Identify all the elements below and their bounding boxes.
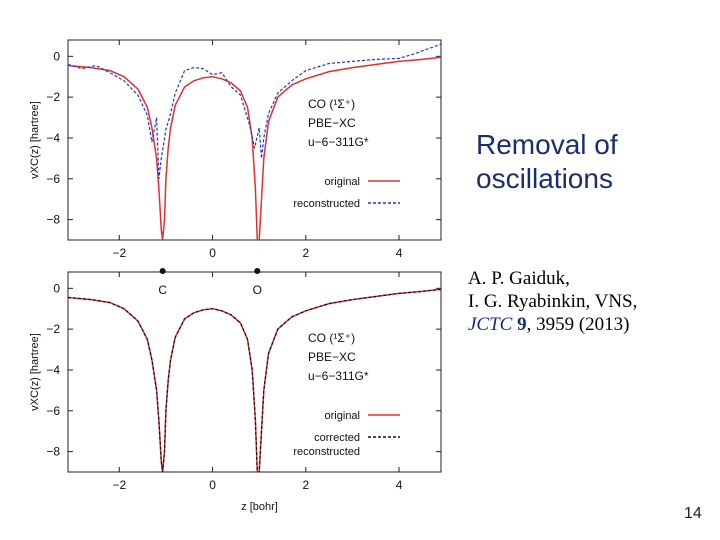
top-panel-xtick-label: 4 [396,246,403,260]
bottom-panel-atom-marker-C [159,268,166,274]
top-panel-ytick-label: −8 [46,213,60,227]
bottom-panel-legend-entry-label: original [325,410,360,422]
top-panel-legend-entry-label: original [325,176,360,188]
bottom-panel-legend-entry-label: corrected [314,432,360,444]
top-panel-xtick-label: 2 [302,246,309,260]
top-panel-ytick-label: −4 [46,131,60,145]
bottom-panel-legend-header-2: u−6−311G* [308,369,369,383]
bottom-panel-xtick-label: 4 [396,478,403,492]
bottom-panel-ylabel: vXC(z) [hartree] [29,333,41,411]
slide-title-line-1: Removal of [476,129,618,160]
top-panel-xtick-label: 0 [209,246,216,260]
top-panel-legend-header-0: CO (¹Σ⁺) [308,97,355,111]
bottom-panel-legend-entry-label: reconstructed [293,446,360,458]
top-panel-ytick-label: 0 [53,49,60,63]
bottom-panel-xtick-label: −2 [112,478,126,492]
slide-title: Removal of oscillations [476,128,706,196]
top-panel-series-reconstructed [68,43,441,179]
bottom-panel-ytick-label: −2 [46,322,60,336]
bottom-panel-xlabel: z [bohr] [241,501,278,513]
bottom-panel-xtick-label: 0 [209,478,216,492]
bottom-panel-legend-header-1: PBE−XC [308,350,356,364]
top-panel-ytick-label: −2 [46,90,60,104]
citation: A. P. Gaiduk, I. G. Ryabinkin, VNS, JCTC… [468,267,708,336]
top-panel-series-group [68,43,441,179]
bottom-panel-frame [67,271,442,473]
top-panel-series-original [68,56,441,240]
slide-title-line-2: oscillations [476,163,613,194]
bottom-panel-atom-label-O: O [253,283,262,297]
top-panel-legend-header-1: PBE−XC [308,116,356,130]
bottom-panel-ytick-label: −8 [46,445,60,459]
top-panel-ytick-label: −6 [46,172,60,186]
bottom-panel-legend-header-0: CO (¹Σ⁺) [308,331,355,345]
bottom-panel-xtick-label: 2 [302,478,309,492]
bottom-panel-series-corrected-reconstructed [68,288,441,472]
top-panel-xtick-label: −2 [112,246,126,260]
page-number: 14 [684,505,702,522]
top-panel-frame [67,39,442,241]
top-panel-ylabel: vXC(z) [hartree] [29,101,41,179]
citation-reference: JCTC 9, 3959 (2013) [468,313,708,336]
citation-journal: JCTC [468,314,513,335]
citation-authors-1: A. P. Gaiduk, [468,268,570,289]
citation-authors-2: I. G. Ryabinkin, VNS, [468,291,638,312]
citation-pages-year: , 3959 (2013) [526,314,630,335]
top-panel-legend-header-2: u−6−311G* [308,135,369,149]
citation-volume: 9 [517,314,527,335]
bottom-panel-ytick-label: 0 [53,281,60,295]
bottom-panel-ytick-label: −4 [46,363,60,377]
bottom-panel-atom-marker-O [254,268,261,274]
top-panel-series-group [68,56,441,240]
bottom-panel-series-group [68,288,441,472]
bottom-panel-ytick-label: −6 [46,404,60,418]
top-panel-legend-entry-label: reconstructed [293,198,360,210]
bottom-panel-atom-label-C: C [158,283,167,297]
